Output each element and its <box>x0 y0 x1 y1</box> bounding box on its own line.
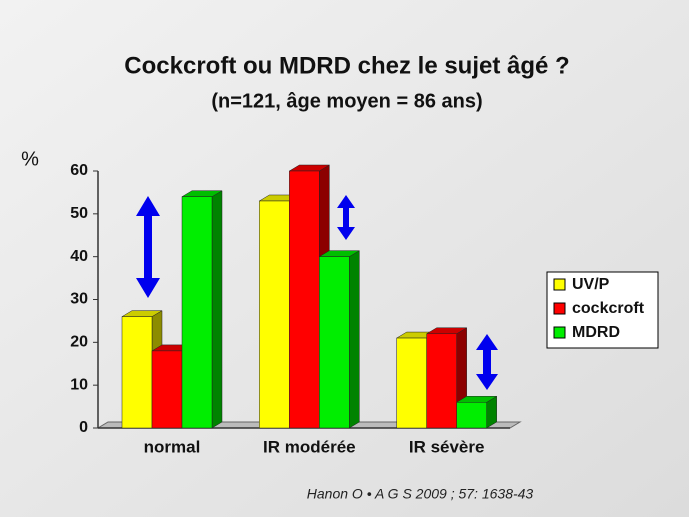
x-tick-label: IR modérée <box>263 437 356 456</box>
y-tick-label: 60 <box>70 162 88 179</box>
bar <box>396 337 427 429</box>
bar <box>121 316 153 429</box>
source: Hanon O • A G S 2009 ; 57: 1638-43 <box>307 486 534 502</box>
chart-title: Cockcroft ou MDRD chez le sujet âgé ? <box>124 52 569 79</box>
bar <box>289 170 320 429</box>
plot: 0 10 20 30 40 50 60 normal IR modérée IR sévère <box>70 162 522 456</box>
legend-label: UV/P <box>572 276 610 293</box>
x-tick-label: IR sévère <box>409 437 485 456</box>
bar <box>151 350 183 429</box>
legend-swatch <box>553 278 566 291</box>
y-axis-label: % <box>21 148 39 170</box>
annotations <box>136 195 498 390</box>
bar <box>426 333 457 429</box>
y-tick-label: 0 <box>79 419 88 436</box>
x-tick-label: normal <box>144 437 201 456</box>
y-tick-label: 20 <box>70 334 88 351</box>
y-tick-label: 50 <box>70 205 88 222</box>
bar <box>456 402 487 429</box>
y-tick-label: 30 <box>70 291 88 308</box>
legend-label: MDRD <box>572 324 620 341</box>
bar-side <box>211 190 223 429</box>
legend-swatch <box>553 326 566 339</box>
double-arrow <box>136 196 160 298</box>
bar <box>319 256 350 429</box>
y-tick-label: 40 <box>70 248 88 265</box>
y-tick-label: 10 <box>70 376 88 393</box>
bar-side <box>349 250 360 429</box>
double-arrow <box>337 195 355 240</box>
double-arrow <box>476 334 498 390</box>
legend-swatch <box>553 302 566 315</box>
chart-subtitle: (n=121, âge moyen = 86 ans) <box>211 90 482 112</box>
bar <box>181 196 213 429</box>
bar <box>259 200 290 429</box>
legend-label: cockcroft <box>572 300 645 317</box>
